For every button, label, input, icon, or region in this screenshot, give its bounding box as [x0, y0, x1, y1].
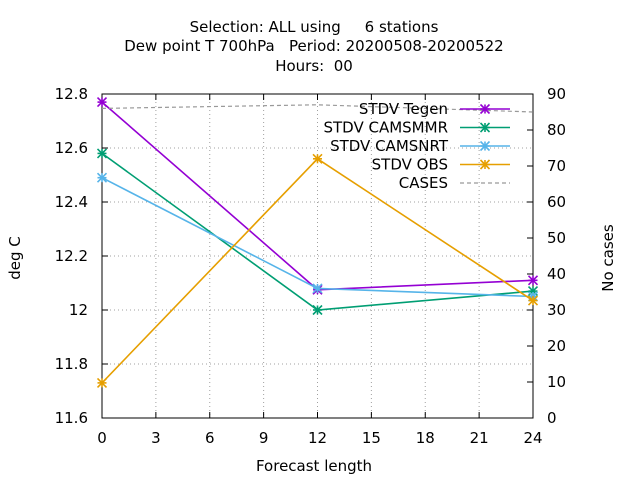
data-point-stdv-tegen — [527, 275, 539, 286]
legend-label-stdv-camsnrt: STDV CAMSNRT — [330, 137, 449, 155]
grid — [102, 94, 533, 418]
chart-title-line-1: Selection: ALL using 6 stations — [190, 18, 439, 36]
x-tick-label: 9 — [259, 429, 269, 447]
y2-tick-label: 0 — [547, 409, 557, 427]
y2-tick-label: 20 — [547, 337, 566, 355]
chart-title-line-2: Dew point T 700hPa Period: 20200508-2020… — [124, 37, 503, 55]
x-tick-label: 21 — [470, 429, 489, 447]
data-point-stdv-obs — [96, 377, 108, 388]
y-tick-label: 12.6 — [55, 139, 88, 157]
legend-marker-stdv-tegen — [479, 103, 491, 115]
legend-label-stdv-camsmmr: STDV CAMSMMR — [323, 119, 448, 137]
data-point-stdv-camsnrt — [312, 283, 323, 294]
data-point-stdv-camsmmr — [96, 148, 108, 159]
chart-title-line-3: Hours: 00 — [275, 57, 353, 75]
x-tick-label: 0 — [97, 429, 107, 447]
legend-label-stdv-tegen: STDV Tegen — [359, 100, 448, 118]
y2-axis-label: No cases — [599, 224, 617, 292]
y2-tick-label: 60 — [547, 193, 566, 211]
y2-tick-label: 80 — [547, 121, 566, 139]
y2-tick-label: 40 — [547, 265, 566, 283]
x-tick-label: 6 — [205, 429, 215, 447]
legend-label-stdv-obs: STDV OBS — [372, 156, 448, 174]
y2-tick-label: 70 — [547, 157, 566, 175]
legend-marker-stdv-camsnrt — [479, 140, 491, 152]
x-tick-label: 18 — [416, 429, 435, 447]
axis-ticks: 0 3 6 9 12 15 18 21 24 11.6 11.8 12 12.2 12.4 12.6 12.8… — [55, 85, 567, 447]
x-axis-label: Forecast length — [256, 457, 372, 475]
x-tick-label: 24 — [523, 429, 542, 447]
y-tick-label: 12 — [69, 301, 88, 319]
y-tick-label: 11.6 — [55, 409, 88, 427]
y-axis-label: deg C — [6, 236, 24, 280]
y2-tick-label: 30 — [547, 301, 566, 319]
legend-label-cases: CASES — [399, 174, 448, 192]
legend-marker-stdv-obs — [479, 159, 491, 170]
y-tick-label: 12.8 — [55, 85, 88, 103]
legend-marker-stdv-camsmmr — [479, 122, 491, 133]
data-point-stdv-obs — [527, 295, 539, 306]
y-tick-label: 11.8 — [55, 355, 88, 373]
y2-tick-label: 10 — [547, 373, 566, 391]
x-tick-label: 12 — [308, 429, 327, 447]
y2-tick-label: 90 — [547, 85, 566, 103]
x-tick-label: 15 — [362, 429, 381, 447]
y-tick-label: 12.2 — [55, 247, 88, 265]
y-tick-label: 12.4 — [55, 193, 88, 211]
data-point-stdv-obs — [312, 153, 323, 164]
x-tick-label: 3 — [151, 429, 161, 447]
data-point-stdv-tegen — [96, 97, 108, 108]
data-point-stdv-camsnrt — [96, 172, 108, 183]
data-point-stdv-camsmmr — [312, 304, 323, 316]
y2-tick-label: 50 — [547, 229, 566, 247]
